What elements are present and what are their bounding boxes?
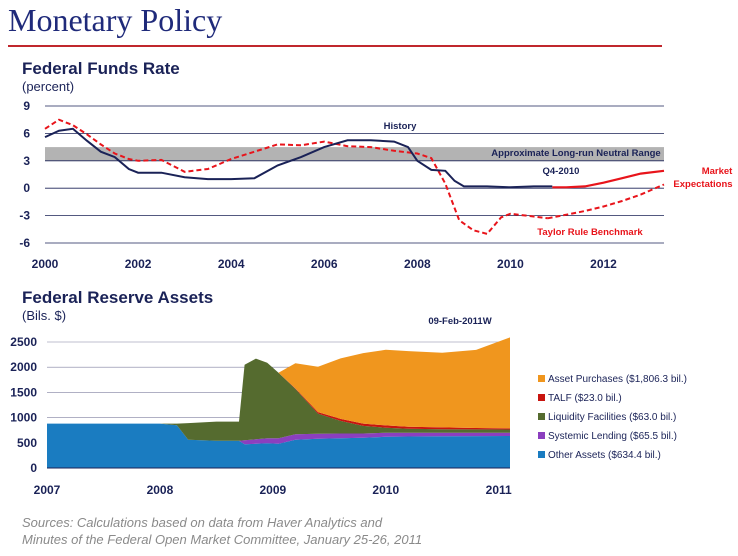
assets-y-tick-2: 1500 — [10, 385, 37, 399]
ffr-x-tick-0: 2000 — [32, 257, 59, 271]
legend-other-assets-swatch — [538, 451, 545, 458]
ffr-y-tick-4: -3 — [19, 209, 30, 223]
assets-x-tick-4: 2011 — [486, 483, 512, 497]
ffr-y-tick-0: 9 — [23, 99, 30, 113]
legend-talf-swatch — [538, 394, 545, 401]
market-expectations-label-1: Market — [702, 166, 733, 177]
ffr-y-tick-2: 3 — [23, 154, 30, 168]
assets-y-unit: (Bils. $) — [22, 308, 67, 323]
q4-2010-label: Q4-2010 — [543, 166, 580, 177]
other-assets-area — [47, 423, 510, 468]
taylor-rule-projection-line — [547, 183, 665, 220]
ffr-x-tick-5: 2010 — [497, 257, 524, 271]
ffr-x-tick-3: 2006 — [311, 257, 338, 271]
ffr-y-unit: (percent) — [22, 79, 75, 94]
ffr-y-tick-1: 6 — [23, 126, 30, 140]
sources-line-2: Minutes of the Federal Open Market Commi… — [22, 532, 423, 547]
history-label: History — [384, 121, 417, 132]
legend-liquidity-facilities-label: Liquidity Facilities ($63.0 bil.) — [548, 412, 676, 423]
assets-x-tick-3: 2010 — [372, 483, 399, 497]
assets-date-label: 09-Feb-2011W — [428, 316, 491, 327]
taylor-rule-line — [44, 118, 548, 236]
legend-asset-purchases-label: Asset Purchases ($1,806.3 bil.) — [548, 374, 687, 385]
page-title: Monetary Policy — [8, 2, 223, 38]
asset-purchases-area — [47, 337, 510, 429]
taylor-rule-label: Taylor Rule Benchmark — [537, 227, 643, 238]
neutral-range-band — [45, 147, 664, 161]
sources-note: Sources: Calculations based on data from… — [22, 514, 422, 548]
ffr-x-tick-1: 2002 — [125, 257, 152, 271]
ffr-y-tick-3: 0 — [23, 181, 30, 195]
market-expectations-label-2: Expectations — [673, 179, 732, 190]
market-expectations-line — [552, 169, 665, 189]
assets-x-tick-0: 2007 — [34, 483, 61, 497]
legend-liquidity-facilities-swatch — [538, 413, 545, 420]
legend-systemic-lending-swatch — [538, 432, 545, 439]
assets-chart-title: Federal Reserve Assets — [22, 288, 214, 307]
assets-y-tick-3: 1000 — [10, 411, 37, 425]
legend-talf-label: TALF ($23.0 bil.) — [548, 393, 622, 404]
ffr-chart-title: Federal Funds Rate — [22, 59, 180, 78]
assets-y-tick-1: 2000 — [10, 360, 37, 374]
assets-y-tick-5: 0 — [30, 461, 37, 475]
neutral-range-label: Approximate Long-run Neutral Range — [491, 148, 660, 159]
legend-other-assets-label: Other Assets ($634.4 bil.) — [548, 450, 661, 461]
assets-y-tick-0: 2500 — [10, 335, 37, 349]
ffr-x-tick-2: 2004 — [218, 257, 245, 271]
assets-y-tick-4: 500 — [17, 436, 37, 450]
assets-x-tick-1: 2008 — [147, 483, 174, 497]
legend-systemic-lending-label: Systemic Lending ($65.5 bil.) — [548, 431, 677, 442]
ffr-x-tick-4: 2008 — [404, 257, 431, 271]
ffr-y-tick-5: -6 — [19, 236, 30, 250]
ffr-x-tick-6: 2012 — [590, 257, 617, 271]
assets-x-tick-2: 2009 — [260, 483, 287, 497]
legend-asset-purchases-swatch — [538, 375, 545, 382]
sources-line-1: Sources: Calculations based on data from… — [22, 515, 383, 530]
history-line — [44, 127, 553, 189]
systemic-lending-area — [47, 423, 510, 445]
liquidity-facilities-area — [47, 358, 510, 441]
title-rule — [8, 45, 662, 47]
